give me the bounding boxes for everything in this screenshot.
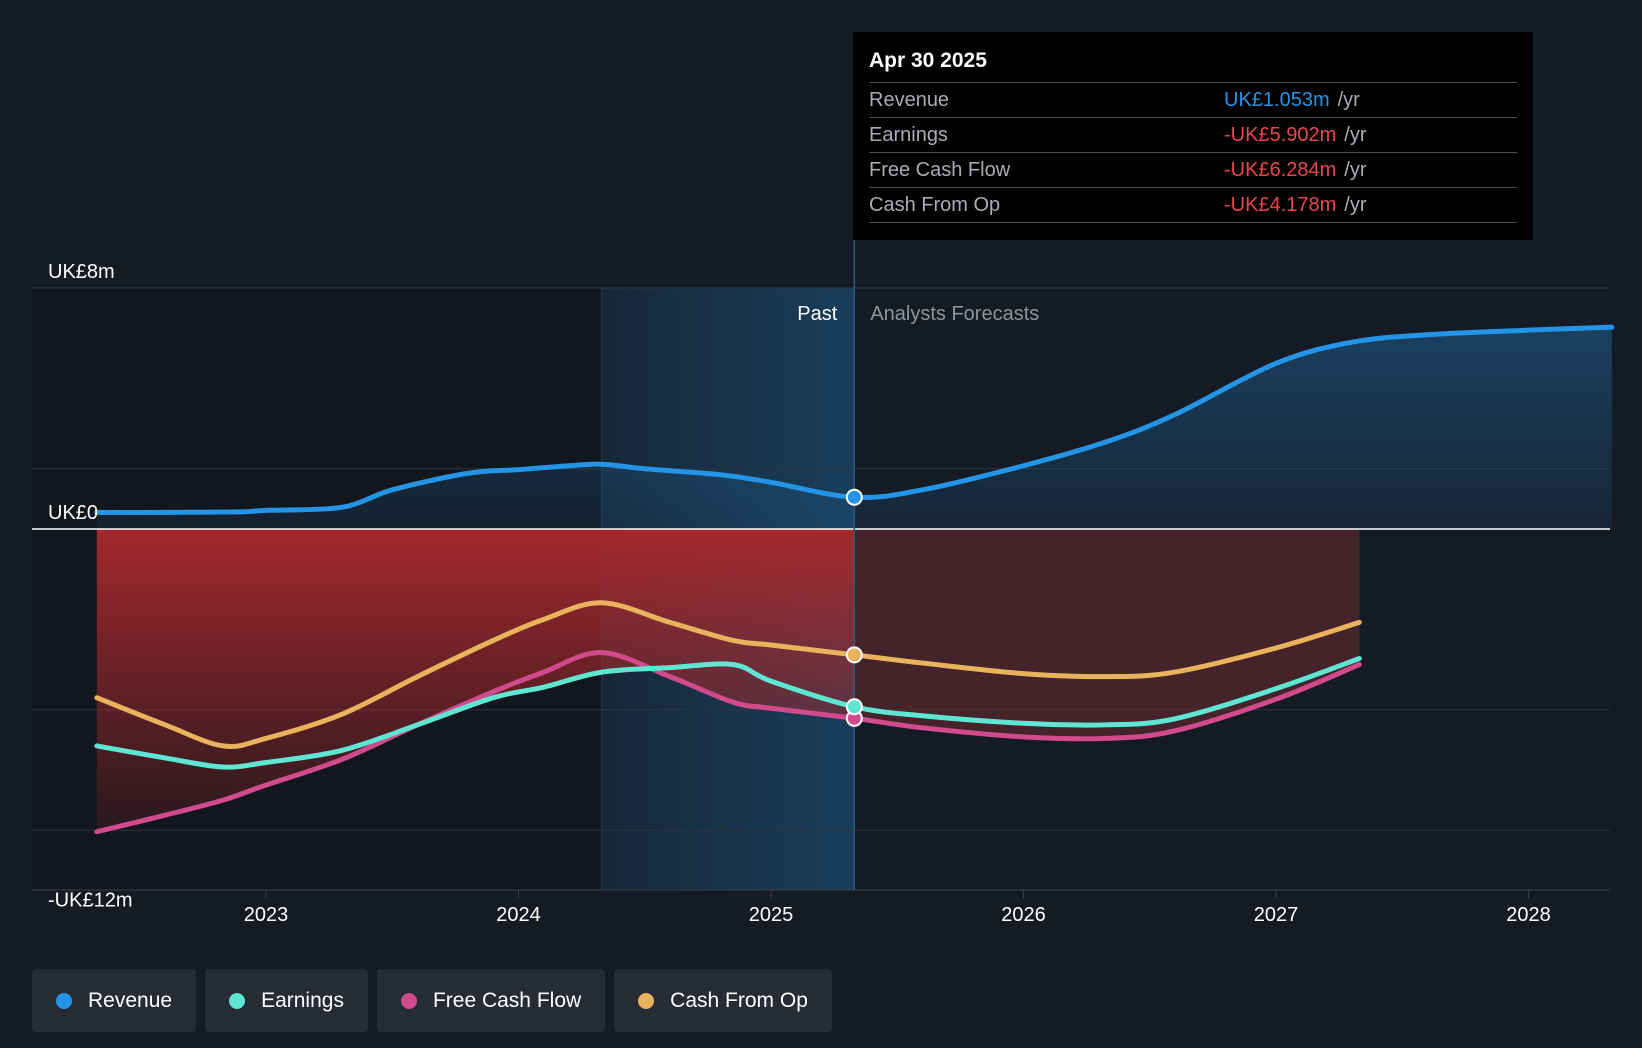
x-tick-label: 2025 (749, 904, 794, 926)
legend-item-cash-from-op[interactable]: Cash From Op (614, 969, 832, 1032)
tooltip-unit: /yr (1344, 123, 1367, 146)
tooltip-label: Earnings (869, 123, 948, 146)
tooltip-value: -UK£6.284m (1224, 158, 1337, 181)
free-cash-flow-line (94, 650, 1362, 835)
tooltip-value: -UK£5.902m (1224, 123, 1337, 146)
earnings-marker (845, 698, 863, 716)
tooltip-panel: Apr 30 2025 Revenue UK£1.053m /yr Earnin… (853, 32, 1533, 240)
tooltip-unit: /yr (1344, 158, 1367, 181)
revenue-area (96, 327, 1612, 529)
x-tick-label: 2027 (1254, 904, 1299, 926)
tooltip-unit: /yr (1344, 193, 1367, 216)
legend-label: Earnings (261, 988, 344, 1012)
legend-label: Cash From Op (670, 988, 808, 1012)
revenue-marker (845, 488, 863, 506)
free-cash-flow-dot-icon (400, 992, 417, 1009)
tooltip-value: UK£1.053m (1224, 88, 1330, 111)
legend-item-free-cash-flow[interactable]: Free Cash Flow (376, 969, 606, 1032)
past-label: Past (797, 303, 837, 325)
legend-item-earnings[interactable]: Earnings (205, 969, 368, 1032)
earnings-line (94, 656, 1362, 770)
legend-item-revenue[interactable]: Revenue (32, 969, 197, 1032)
tooltip-label: Free Cash Flow (869, 158, 1011, 181)
x-tick-label: 2024 (496, 904, 541, 926)
earnings-dot-icon (229, 992, 246, 1009)
negative-area-forecast (854, 529, 1360, 739)
forecast-label: Analysts Forecasts (870, 303, 1039, 325)
x-tick-label: 2023 (244, 904, 289, 926)
chart-legend: Revenue Earnings Free Cash Flow Cash Fro… (32, 969, 832, 1032)
tooltip-value: -UK£4.178m (1224, 193, 1337, 216)
revenue-line (94, 324, 1615, 515)
revenue-dot-icon (56, 992, 72, 1009)
y-axis-label: UK£8m (48, 261, 115, 283)
tooltip-row-free-cash-flow: Free Cash Flow -UK£6.284m /yr (869, 152, 1517, 187)
tooltip-row-cash-from-op: Cash From Op -UK£4.178m /yr (869, 187, 1517, 223)
tooltip-row-revenue: Revenue UK£1.053m /yr (869, 82, 1517, 117)
cash-from-op-line (94, 600, 1362, 749)
negative-area-past (96, 529, 855, 832)
y-axis-label: UK£0 (48, 502, 98, 524)
tooltip-unit: /yr (1337, 88, 1360, 111)
legend-label: Revenue (88, 988, 173, 1012)
cash-from-op-dot-icon (638, 992, 655, 1009)
cash-from-op-marker (845, 646, 863, 664)
x-tick-label: 2028 (1506, 904, 1551, 926)
tooltip-date: Apr 30 2025 (869, 49, 987, 72)
y-axis-label: -UK£12m (48, 890, 132, 912)
legend-label: Free Cash Flow (432, 988, 582, 1012)
tooltip-label: Revenue (869, 88, 950, 111)
tooltip-row-earnings: Earnings -UK£5.902m /yr (869, 117, 1517, 152)
tooltip-label: Cash From Op (869, 193, 1001, 216)
x-tick-label: 2026 (1001, 904, 1046, 926)
